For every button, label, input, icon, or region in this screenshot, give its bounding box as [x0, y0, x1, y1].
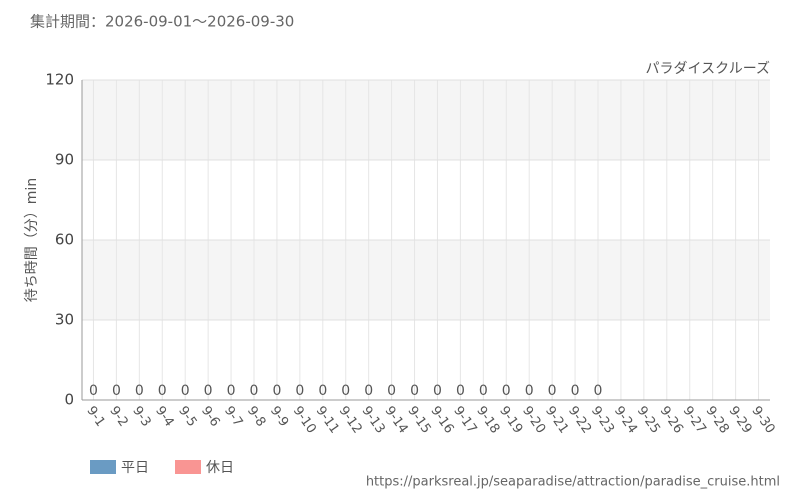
x-tick-label: 9-29 — [725, 404, 754, 437]
value-label: 0 — [204, 383, 213, 399]
value-label: 0 — [433, 383, 442, 399]
value-label: 0 — [456, 383, 465, 399]
x-tick-label: 9-1 — [83, 404, 107, 430]
x-tick-label: 9-23 — [588, 404, 617, 437]
x-tick-label: 9-4 — [152, 404, 176, 430]
x-tick-label: 9-24 — [611, 404, 640, 437]
chart-subtitle: パラダイスクルーズ — [646, 61, 770, 77]
x-tick-label: 9-28 — [703, 404, 732, 437]
x-tick-label: 9-11 — [313, 404, 342, 437]
x-tick-label: 9-20 — [519, 404, 548, 437]
value-label: 0 — [571, 383, 580, 399]
value-label: 0 — [272, 383, 281, 399]
chart-title: 集計期間：2026-09-01～2026-09-30 — [30, 13, 294, 31]
y-tick-label: 30 — [55, 311, 74, 329]
x-tick-label: 9-25 — [634, 404, 663, 437]
x-tick-label: 9-26 — [657, 404, 686, 437]
x-tick-label: 9-7 — [221, 404, 245, 430]
value-label: 0 — [364, 383, 373, 399]
value-label: 0 — [410, 383, 419, 399]
x-tick-label: 9-21 — [542, 404, 571, 437]
x-tick-label: 9-2 — [106, 404, 130, 430]
value-label: 0 — [89, 383, 98, 399]
x-tick-label: 9-17 — [450, 404, 479, 437]
x-tick-label: 9-30 — [748, 404, 777, 437]
value-label: 0 — [227, 383, 236, 399]
x-tick-label: 9-9 — [267, 404, 291, 430]
legend-swatch — [175, 460, 201, 474]
value-label: 0 — [181, 383, 190, 399]
y-tick-label: 120 — [45, 71, 74, 89]
value-label: 0 — [479, 383, 488, 399]
value-label: 0 — [295, 383, 304, 399]
y-tick-label: 0 — [64, 391, 74, 409]
plot-band — [82, 240, 770, 320]
x-tick-label: 9-16 — [427, 404, 456, 437]
x-tick-label: 9-13 — [359, 404, 388, 437]
value-label: 0 — [318, 383, 327, 399]
x-tick-label: 9-22 — [565, 404, 594, 437]
value-label: 0 — [250, 383, 259, 399]
legend-label: 休日 — [206, 460, 234, 476]
value-label: 0 — [525, 383, 534, 399]
plot-band — [82, 80, 770, 160]
value-label: 0 — [502, 383, 511, 399]
x-tick-label: 9-12 — [336, 404, 365, 437]
x-tick-label: 9-5 — [175, 404, 199, 430]
x-tick-label: 9-8 — [244, 404, 268, 430]
y-tick-label: 60 — [55, 231, 74, 249]
x-tick-label: 9-15 — [404, 404, 433, 437]
value-label: 0 — [158, 383, 167, 399]
x-tick-label: 9-18 — [473, 404, 502, 437]
value-label: 0 — [594, 383, 603, 399]
x-tick-label: 9-27 — [680, 404, 709, 437]
y-tick-label: 90 — [55, 151, 74, 169]
legend-swatch — [90, 460, 116, 474]
x-tick-label: 9-6 — [198, 404, 222, 430]
x-tick-label: 9-19 — [496, 404, 525, 437]
x-tick-label: 9-14 — [381, 404, 410, 437]
value-label: 0 — [548, 383, 557, 399]
value-label: 0 — [387, 383, 396, 399]
value-label: 0 — [112, 383, 121, 399]
x-tick-label: 9-3 — [129, 404, 153, 430]
legend-label: 平日 — [121, 460, 149, 476]
value-label: 0 — [341, 383, 350, 399]
y-axis-label: 待ち時間（分）min — [24, 178, 40, 302]
source: https://parksreal.jp/seaparadise/attract… — [366, 475, 780, 490]
value-label: 0 — [135, 383, 144, 399]
x-tick-label: 9-10 — [290, 404, 319, 437]
